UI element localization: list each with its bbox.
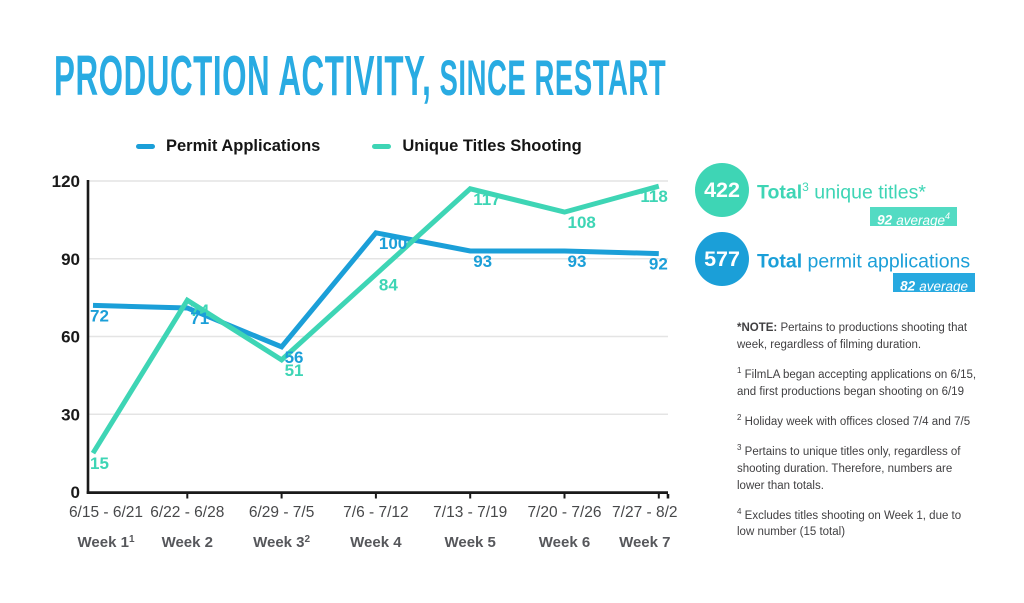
footnote: 1 FilmLA began accepting applications on…: [737, 366, 977, 398]
data-point-label: 117: [473, 190, 500, 209]
footnote: 2 Holiday week with offices closed 7/4 a…: [737, 412, 971, 428]
total-unique-titles-circle: 422: [695, 163, 749, 217]
x-axis-week-label: Week 32: [253, 534, 310, 551]
x-axis-date-label: 7/27 - 8/2: [612, 504, 678, 521]
total-rest-text: permit applications: [802, 250, 971, 273]
legend-item-unique-titles: Unique Titles Shooting: [372, 137, 582, 156]
data-point-label: 51: [285, 361, 304, 380]
legend-dash-icon: [136, 144, 155, 149]
x-axis-date-label: 6/15 - 6/21: [69, 504, 143, 521]
y-axis-tick-label: 120: [52, 172, 80, 191]
total-permit-applications-value: 577: [704, 246, 740, 271]
legend-item-permit-applications: Permit Applications: [136, 137, 320, 156]
footnote: 3 Pertains to unique titles only, regard…: [737, 442, 961, 492]
y-axis-tick-label: 0: [71, 483, 80, 502]
data-point-label: 71: [190, 309, 209, 328]
x-axis-week-label: Week 7: [619, 534, 670, 551]
legend-label: Unique Titles Shooting: [402, 137, 582, 155]
x-axis-date-label: 6/22 - 6/28: [150, 504, 224, 521]
data-point-label: 93: [568, 252, 587, 271]
chart-legend: Permit Applications Unique Titles Shooti…: [136, 137, 582, 156]
unique-titles-average-badge: 92 average4: [870, 207, 957, 228]
data-point-label: 93: [473, 252, 492, 271]
y-axis-tick-label: 60: [61, 328, 80, 347]
average-value: 92: [877, 212, 893, 228]
page-title-part1: PRODUCTION ACTIVITY,: [54, 44, 432, 108]
total-unique-titles-value: 422: [704, 177, 740, 202]
x-axis-week-label: Week 11: [78, 534, 135, 551]
data-point-label: 72: [90, 306, 109, 325]
total-rest-text: unique titles*: [808, 181, 926, 204]
data-point-label: 15: [90, 454, 109, 473]
average-text: average: [919, 278, 968, 294]
total-bold-text: Total: [757, 250, 803, 273]
legend-label: Permit Applications: [166, 137, 321, 155]
y-axis-tick-label: 90: [61, 250, 80, 269]
data-point-label: 56: [285, 348, 304, 367]
x-axis-date-label: 7/20 - 7/26: [527, 504, 601, 521]
footnote-sup: 3: [802, 180, 809, 194]
x-axis-date-label: 7/13 - 7/19: [433, 504, 507, 521]
data-point-label: 84: [379, 275, 398, 294]
x-axis-week-label: Week 2: [162, 534, 213, 551]
data-point-label: 74: [190, 301, 209, 320]
data-point-label: 118: [640, 187, 667, 206]
data-point-label: 92: [649, 255, 668, 274]
data-point-label: 108: [568, 213, 596, 232]
footnote: 4 Excludes titles shooting on Week 1, du…: [737, 506, 962, 539]
x-axis-date-label: 6/29 - 7/5: [249, 504, 315, 521]
average-value: 82: [900, 278, 916, 294]
total-bold-text: Total: [757, 181, 803, 204]
footnote-sup: 4: [944, 211, 950, 221]
legend-dash-icon: [372, 144, 392, 149]
total-permit-applications-label: Total permit applications: [757, 249, 970, 274]
footnote: *NOTE: Pertains to productions shooting …: [737, 322, 968, 352]
data-point-label: 100: [379, 234, 407, 253]
page-title: PRODUCTION ACTIVITY, SINCE RESTART: [54, 48, 666, 119]
permit-applications-average-badge: 82 average: [893, 273, 975, 294]
series-line-permit-applications: [92, 230, 659, 350]
x-axis-week-label: Week 5: [444, 534, 495, 551]
x-axis-date-label: 7/6 - 7/12: [343, 504, 409, 521]
average-text: average: [896, 212, 945, 228]
footnotes: *NOTE: Pertains to productions shooting …: [737, 320, 977, 552]
series-line-unique-titles-shooting: [90, 183, 660, 455]
x-axis-week-label: Week 6: [539, 534, 590, 551]
total-unique-titles-label: Total3 unique titles*: [757, 180, 926, 205]
x-axis-week-label: Week 4: [350, 534, 402, 551]
y-axis-tick-label: 30: [61, 405, 80, 424]
page-title-part2: SINCE RESTART: [431, 50, 667, 106]
total-permit-applications-circle: 577: [695, 232, 749, 286]
